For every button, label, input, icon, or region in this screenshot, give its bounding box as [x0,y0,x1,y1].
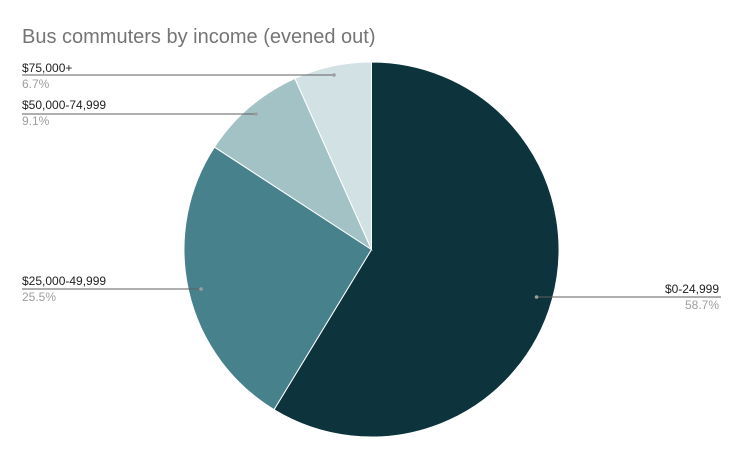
slice-label: $50,000-74,999 [22,98,106,112]
slice-label: $25,000-49,999 [22,274,106,288]
leader-dot [199,287,203,291]
pie-slices [183,61,560,438]
slice-labels: $0-24,999 58.7% $25,000-49,999 25.5% $50,000… [22,61,721,312]
pie-slice [183,146,373,411]
slice-percent-label: 58.7% [685,298,719,312]
slice-label: $75,000+ [22,61,72,75]
pie-slice [213,77,373,251]
leader-dot [254,112,258,116]
leader-dot [332,73,336,77]
chart-title: Bus commuters by income (evened out) [22,26,376,48]
slice-percent-label: 25.5% [22,290,56,304]
slice-percent-label: 9.1% [22,114,50,128]
leader-dot [534,295,539,299]
pie-slice [273,61,560,438]
slice-label: $0-24,999 [665,282,719,296]
slice-percent-label: 6.7% [22,77,50,91]
pie-slice [294,61,372,250]
